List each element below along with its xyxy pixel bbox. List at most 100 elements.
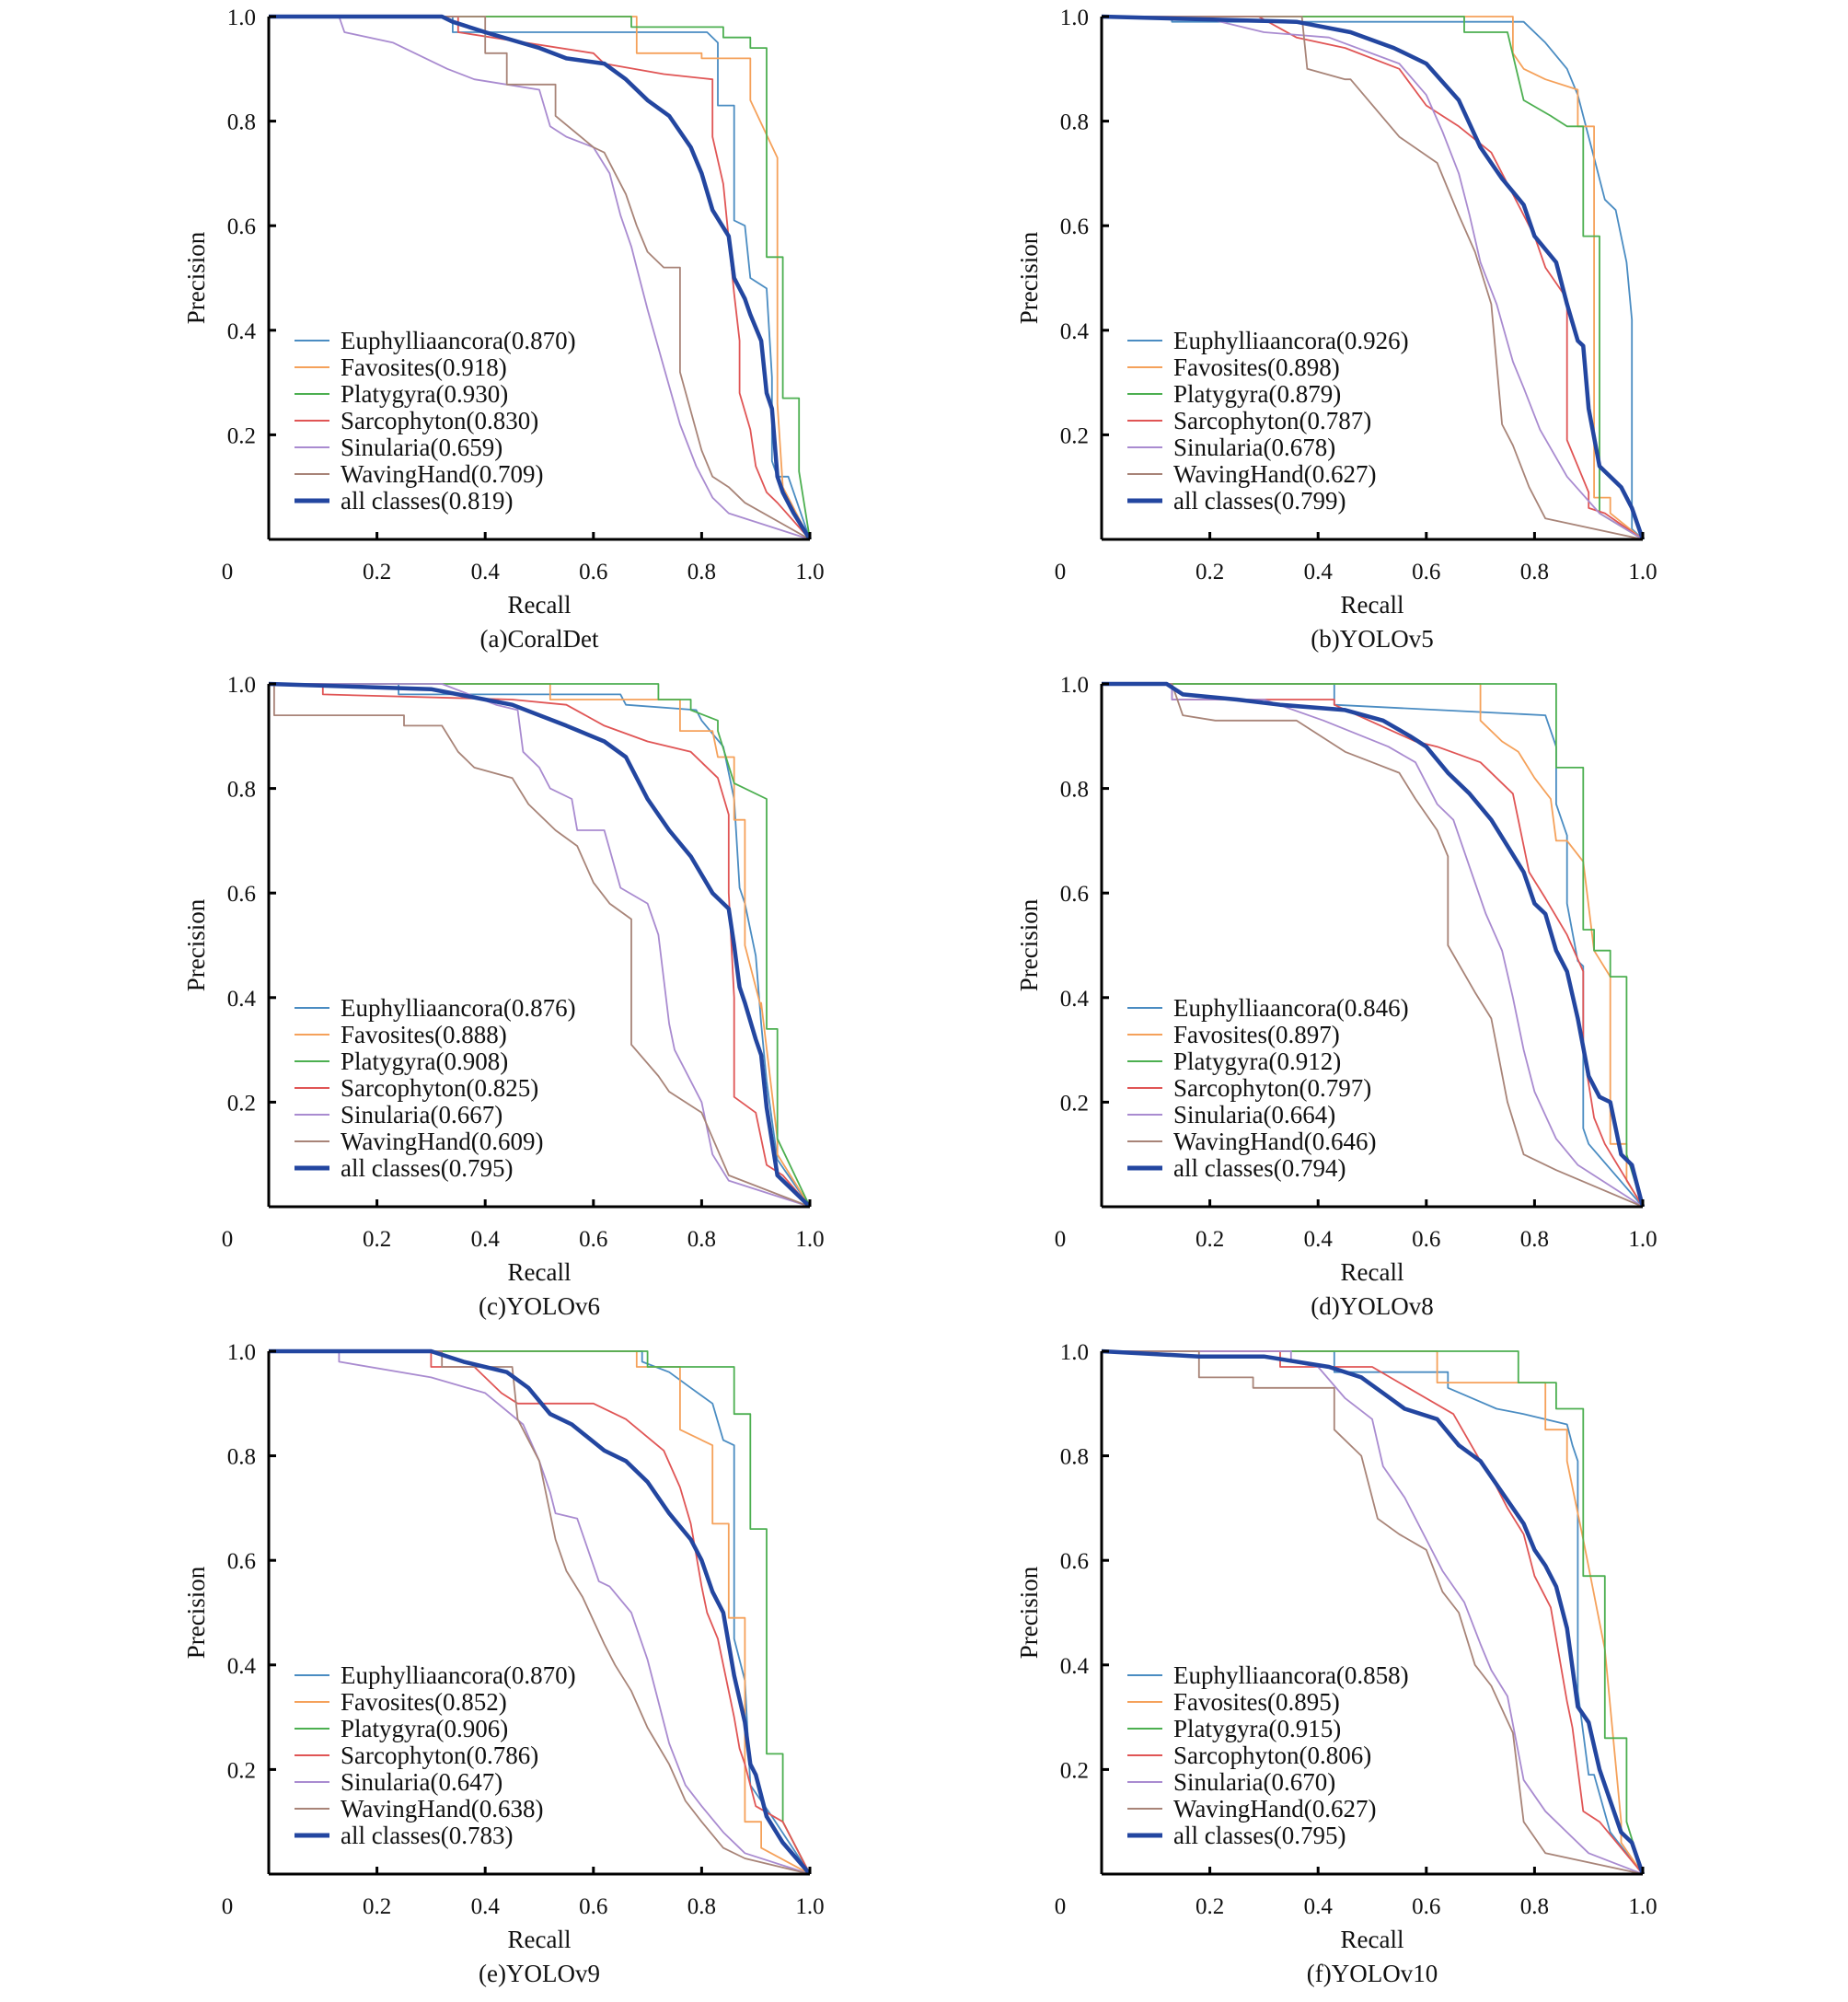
x-tick-label: 0.2 bbox=[363, 560, 391, 584]
chart-caption: (f)YOLOv10 bbox=[1307, 1960, 1438, 1987]
x-tick-label: 0.6 bbox=[579, 560, 607, 584]
series-line-wavinghand bbox=[1102, 16, 1644, 540]
y-tick-label: 0.8 bbox=[227, 1445, 256, 1470]
x-tick-label: 0 bbox=[1055, 1227, 1067, 1252]
x-tick-label: 0.8 bbox=[1520, 1227, 1549, 1252]
y-tick-label: 0.4 bbox=[227, 1654, 257, 1679]
y-tick-label: 0.4 bbox=[227, 987, 257, 1012]
y-tick-label: 1.0 bbox=[1060, 6, 1089, 30]
legend-label: Sarcophyton(0.825) bbox=[341, 1074, 538, 1102]
series-line-platygyra bbox=[269, 1350, 811, 1875]
chart-caption: (c)YOLOv6 bbox=[479, 1292, 600, 1320]
series-line-all-classes bbox=[1102, 681, 1646, 1208]
x-tick-label: 0.2 bbox=[1195, 1894, 1224, 1919]
y-tick-label: 0.8 bbox=[227, 778, 256, 803]
series-line-wavinghand bbox=[1102, 1350, 1644, 1875]
y-tick-label: 0.4 bbox=[1060, 987, 1090, 1012]
x-tick-label: 0.2 bbox=[1195, 1227, 1224, 1252]
series-line-sarcophyton bbox=[269, 683, 811, 1208]
legend-label: Sinularia(0.667) bbox=[341, 1101, 502, 1128]
x-tick-label: 0 bbox=[222, 1894, 234, 1919]
series-line-platygyra bbox=[269, 683, 811, 1208]
x-tick-label: 0.6 bbox=[1412, 560, 1440, 584]
chart-panel-5: 0.2 0.4 0.6 0.8 1.0 0 0.2 0.4 0.6 0.8 1.0 Recall Pre… bbox=[833, 1335, 1716, 2002]
legend-label: Euphylliaancora(0.870) bbox=[341, 1661, 576, 1689]
legend-label: Euphylliaancora(0.926) bbox=[1173, 327, 1409, 354]
y-axis-title: Precision bbox=[1015, 898, 1043, 991]
x-tick-label: 0.4 bbox=[1304, 1894, 1334, 1919]
series-line-all-classes bbox=[269, 14, 812, 541]
x-tick-label: 1.0 bbox=[1628, 1894, 1657, 1919]
pr-chart-svg: 0.2 0.4 0.6 0.8 1.0 0 0.2 0.4 0.6 0.8 1.0 Recall Pre… bbox=[1015, 6, 1657, 653]
x-tick-label: 0.2 bbox=[1195, 560, 1224, 584]
series-line-euphylliaancora bbox=[1102, 1350, 1644, 1875]
chart-panel-1: 0.2 0.4 0.6 0.8 1.0 0 0.2 0.4 0.6 0.8 1.0 Recall Pre… bbox=[833, 0, 1716, 667]
legend-label: Favosites(0.918) bbox=[341, 353, 507, 381]
legend-label: Platygyra(0.915) bbox=[1173, 1715, 1341, 1742]
x-tick-label: 0.2 bbox=[363, 1894, 391, 1919]
series-line-sarcophyton bbox=[269, 16, 811, 540]
y-tick-label: 0.2 bbox=[1060, 1758, 1089, 1783]
x-axis-title: Recall bbox=[1341, 1926, 1404, 1953]
series-line-euphylliaancora bbox=[269, 16, 811, 540]
series-line-platygyra bbox=[1102, 1350, 1644, 1875]
series-line-wavinghand bbox=[1102, 683, 1644, 1208]
legend-label: Platygyra(0.906) bbox=[341, 1715, 508, 1742]
y-axis-title: Precision bbox=[1015, 1566, 1043, 1659]
y-tick-label: 0.6 bbox=[227, 214, 256, 239]
x-tick-label: 0.8 bbox=[687, 560, 716, 584]
legend-label: Favosites(0.888) bbox=[341, 1021, 507, 1048]
chart-panel-2: 0.2 0.4 0.6 0.8 1.0 0 0.2 0.4 0.6 0.8 1.0 Recall Pre… bbox=[0, 667, 884, 1335]
y-tick-label: 1.0 bbox=[227, 1340, 256, 1365]
legend-label: Sinularia(0.647) bbox=[341, 1768, 502, 1796]
legend-label: Sinularia(0.659) bbox=[341, 434, 502, 461]
y-tick-label: 0.8 bbox=[227, 110, 256, 135]
series-line-wavinghand bbox=[269, 16, 811, 540]
x-tick-label: 1.0 bbox=[1628, 1227, 1657, 1252]
series-line-wavinghand bbox=[269, 1350, 811, 1875]
x-tick-label: 1.0 bbox=[795, 1227, 824, 1252]
pr-chart-svg: 0.2 0.4 0.6 0.8 1.0 0 0.2 0.4 0.6 0.8 1.0 Recall Pre… bbox=[1015, 1340, 1657, 1987]
x-tick-label: 0.8 bbox=[1520, 560, 1549, 584]
series-line-favosites bbox=[1102, 16, 1644, 540]
x-tick-label: 0.8 bbox=[1520, 1894, 1549, 1919]
legend-label: Sinularia(0.664) bbox=[1173, 1101, 1335, 1128]
legend-label: WavingHand(0.709) bbox=[341, 460, 544, 488]
legend-label: Sarcophyton(0.786) bbox=[341, 1742, 538, 1769]
legend-label: Sinularia(0.670) bbox=[1173, 1768, 1335, 1796]
y-tick-label: 0.2 bbox=[1060, 1091, 1089, 1116]
legend-label: all classes(0.799) bbox=[1173, 487, 1346, 515]
legend-label: Favosites(0.895) bbox=[1173, 1688, 1340, 1716]
y-tick-label: 0.6 bbox=[1060, 214, 1089, 239]
series-line-favosites bbox=[1102, 1350, 1644, 1875]
chart-caption: (e)YOLOv9 bbox=[479, 1960, 600, 1987]
legend-label: Platygyra(0.908) bbox=[341, 1047, 508, 1075]
chart-panel-3: 0.2 0.4 0.6 0.8 1.0 0 0.2 0.4 0.6 0.8 1.0 Recall Pre… bbox=[833, 667, 1716, 1335]
pr-chart-svg: 0.2 0.4 0.6 0.8 1.0 0 0.2 0.4 0.6 0.8 1.0 Recall Pre… bbox=[1015, 673, 1657, 1320]
pr-chart-svg: 0.2 0.4 0.6 0.8 1.0 0 0.2 0.4 0.6 0.8 1.0 Recall Pre… bbox=[182, 6, 825, 653]
series-line-euphylliaancora bbox=[269, 683, 811, 1208]
x-tick-label: 0.4 bbox=[471, 560, 501, 584]
y-tick-label: 0.2 bbox=[227, 1091, 256, 1116]
y-tick-label: 1.0 bbox=[1060, 1340, 1089, 1365]
chart-panel-4: 0.2 0.4 0.6 0.8 1.0 0 0.2 0.4 0.6 0.8 1.0 Recall Pre… bbox=[0, 1335, 884, 2002]
legend-label: Euphylliaancora(0.876) bbox=[341, 994, 576, 1022]
x-axis-title: Recall bbox=[508, 591, 572, 619]
y-axis-title: Precision bbox=[182, 231, 210, 324]
series-line-sarcophyton bbox=[1102, 1350, 1644, 1875]
x-tick-label: 1.0 bbox=[795, 1894, 824, 1919]
chart-caption: (b)YOLOv5 bbox=[1311, 625, 1433, 653]
legend-label: all classes(0.783) bbox=[341, 1822, 513, 1849]
y-tick-label: 0.6 bbox=[227, 882, 256, 907]
legend-label: Platygyra(0.930) bbox=[341, 380, 508, 408]
x-tick-label: 0 bbox=[1055, 560, 1067, 584]
series-line-sinularia bbox=[269, 1350, 811, 1875]
series-line-favosites bbox=[269, 683, 811, 1208]
y-tick-label: 0.4 bbox=[1060, 319, 1090, 344]
x-tick-label: 1.0 bbox=[795, 560, 824, 584]
x-axis-title: Recall bbox=[1341, 1258, 1404, 1286]
legend-label: WavingHand(0.646) bbox=[1173, 1128, 1377, 1155]
series-line-platygyra bbox=[269, 16, 811, 540]
y-tick-label: 0.8 bbox=[1060, 110, 1089, 135]
y-axis-title: Precision bbox=[182, 1566, 210, 1659]
